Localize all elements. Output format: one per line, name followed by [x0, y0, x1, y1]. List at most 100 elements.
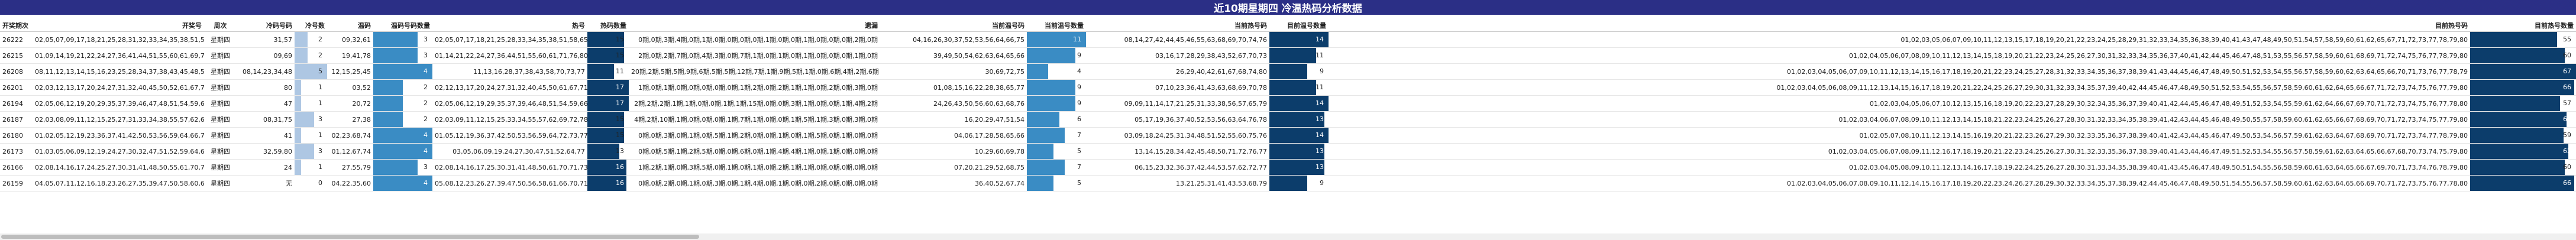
target-warm-count-value: 11 — [1316, 83, 1324, 91]
period-cell: 26187 — [0, 111, 33, 128]
table-row[interactable]: 26173 01,03,05,06,09,12,19,24,27,30,32,4… — [0, 143, 2576, 160]
cold-nums-cell: 09,69 — [237, 47, 295, 64]
col-header[interactable]: 当前温号码 — [880, 20, 1027, 32]
cur-warm-count-value: 7 — [1077, 163, 1081, 171]
cold-count-value: 1 — [318, 83, 322, 91]
period-cell: 26166 — [0, 159, 33, 176]
data-bar-fill — [1269, 144, 1324, 159]
data-bar-fill — [587, 32, 624, 47]
data-bar-fill — [373, 48, 418, 63]
col-header[interactable]: 目前温号数量 — [1269, 20, 1329, 32]
col-header[interactable]: 开奖期次 — [0, 20, 33, 32]
cur-warm-cell: 01,08,15,16,22,28,38,65,77 — [880, 79, 1027, 96]
cold-count-bar: 1 — [295, 79, 327, 96]
cold-nums-cell: 47 — [237, 95, 295, 112]
period-cell: 26208 — [0, 63, 33, 80]
cold-count-bar: 0 — [295, 175, 327, 192]
data-bar-fill — [587, 176, 626, 191]
data-bar-fill — [587, 128, 624, 143]
table-row[interactable]: 26166 02,08,14,16,17,24,25,27,30,31,41,4… — [0, 159, 2576, 176]
data-bar-fill — [2470, 112, 2567, 127]
data-bar-fill — [2470, 160, 2565, 175]
data-bar-fill — [373, 144, 432, 159]
cur-warm-count-bar: 9 — [1027, 47, 1086, 64]
warm-count-bar: 2 — [373, 95, 432, 112]
target-warm-count-bar: 9 — [1269, 175, 1329, 192]
target-hot-count-bar: 66 — [2470, 175, 2576, 192]
data-bar-fill — [587, 96, 629, 111]
cur-warm-count-bar: 7 — [1027, 159, 1086, 176]
target-warm-count-value: 14 — [1316, 131, 1324, 139]
col-header[interactable]: 冷号数 — [295, 20, 327, 32]
data-bar-fill — [1269, 32, 1329, 47]
target-hot-cell: 01,02,03,04,05,06,07,09,10,11,12,13,14,1… — [1329, 63, 2470, 80]
table-row[interactable]: 26194 02,05,06,12,19,20,29,35,37,39,46,4… — [0, 95, 2576, 112]
col-header[interactable]: 温码号码数量 — [373, 20, 432, 32]
numbers-cell: 01,03,05,06,09,12,19,24,27,30,32,47,51,5… — [33, 143, 204, 160]
target-warm-count-bar: 11 — [1269, 79, 1329, 96]
cold-count-value: 2 — [318, 35, 322, 43]
col-header[interactable]: 冷码号码 — [237, 20, 295, 32]
col-header[interactable]: 目前热号数量 — [2470, 20, 2576, 32]
table-row[interactable]: 26215 01,09,14,19,21,22,24,27,36,41,44,5… — [0, 47, 2576, 64]
col-header[interactable]: 当前热号码 — [1086, 20, 1269, 32]
warm-count-value: 4 — [424, 147, 428, 155]
table-header-row: 开奖期次 开奖号 周次 冷码号码 冷号数 温码 温码号码数量 热号 热码数量 遗… — [0, 20, 2576, 32]
target-hot-cell: 01,02,03,04,05,08,09,10,11,12,13,14,16,1… — [1329, 159, 2470, 176]
weekday-cell: 星期四 — [204, 95, 237, 112]
data-bar-fill — [373, 112, 403, 127]
data-bar-fill — [1027, 64, 1049, 79]
target-warm-count-value: 14 — [1316, 35, 1324, 43]
target-hot-cell: 01,02,04,05,06,07,08,09,10,11,12,13,14,1… — [1329, 47, 2470, 64]
data-bar-fill — [295, 96, 301, 111]
cur-warm-cell: 36,40,52,67,74 — [880, 175, 1027, 192]
weekday-cell: 星期四 — [204, 127, 237, 144]
hot-count-bar: 15 — [587, 111, 629, 128]
hot-cell: 11,13,16,28,37,38,43,58,70,73,77 — [432, 63, 587, 80]
col-header[interactable]: 目前热号码 — [1329, 20, 2470, 32]
numbers-cell: 01,02,05,12,19,23,36,37,41,42,50,53,56,5… — [33, 127, 204, 144]
table-row[interactable]: 26159 04,05,07,11,12,16,18,23,26,27,35,3… — [0, 175, 2576, 192]
warm-count-bar: 3 — [373, 159, 432, 176]
table-row[interactable]: 26222 02,05,07,09,17,18,21,25,28,31,32,3… — [0, 31, 2576, 48]
table-row[interactable]: 26201 02,03,12,13,17,20,24,27,31,32,40,4… — [0, 79, 2576, 96]
col-header[interactable]: 周次 — [204, 20, 237, 32]
data-bar-fill — [1269, 112, 1324, 127]
col-header[interactable]: 开奖号 — [33, 20, 204, 32]
cold-count-bar: 1 — [295, 127, 327, 144]
warm-count-value: 2 — [424, 83, 428, 91]
target-warm-count-bar: 14 — [1269, 31, 1329, 48]
cold-count-value: 5 — [318, 67, 322, 75]
cur-warm-count-bar: 9 — [1027, 79, 1086, 96]
miss-cell: 0期,0期,5期,1期,2期,5期,0期,0期,6期,0期,1期,4期,4期,1… — [629, 143, 880, 160]
warm-count-value: 3 — [424, 51, 428, 59]
col-header[interactable]: 热号 — [432, 20, 587, 32]
cur-hot-cell: 13,14,15,28,34,42,45,48,50,71,72,76,77 — [1086, 143, 1269, 160]
table-row[interactable]: 26180 01,02,05,12,19,23,36,37,41,42,50,5… — [0, 127, 2576, 144]
target-hot-cell: 01,02,05,07,08,10,11,12,13,14,15,16,19,2… — [1329, 127, 2470, 144]
target-hot-count-bar: 60 — [2470, 159, 2576, 176]
cold-nums-cell: 80 — [237, 79, 295, 96]
data-bar-fill — [587, 48, 624, 63]
table-row[interactable]: 26187 02,03,08,09,11,12,15,25,27,31,33,3… — [0, 111, 2576, 128]
col-header[interactable]: 遗漏 — [629, 20, 880, 32]
miss-cell: 0期,0期,3期,0期,1期,0期,5期,1期,2期,0期,0期,1期,0期,1… — [629, 127, 880, 144]
data-bar-fill — [1027, 112, 1059, 127]
col-header[interactable]: 当前温号数量 — [1027, 20, 1086, 32]
cold-nums-cell: 24 — [237, 159, 295, 176]
warm-count-value: 2 — [424, 99, 428, 107]
scrollbar-thumb[interactable] — [1, 235, 699, 239]
hot-count-value: 17 — [616, 83, 624, 91]
cur-warm-cell: 30,69,72,75 — [880, 63, 1027, 80]
data-bar-fill — [587, 112, 624, 127]
cur-hot-cell: 03,09,18,24,25,31,34,48,51,52,55,60,75,7… — [1086, 127, 1269, 144]
horizontal-scrollbar[interactable] — [0, 233, 2576, 240]
data-bar-fill — [587, 64, 615, 79]
data-bar-fill — [1027, 128, 1065, 143]
weekday-cell: 星期四 — [204, 47, 237, 64]
col-header[interactable]: 热码数量 — [587, 20, 629, 32]
target-warm-count-value: 13 — [1316, 163, 1324, 171]
table-row[interactable]: 26208 08,11,12,13,14,15,16,23,25,28,34,3… — [0, 63, 2576, 80]
miss-cell: 1期,0期,1期,0期,0期,0期,0期,0期,1期,2期,0期,2期,1期,1… — [629, 79, 880, 96]
col-header[interactable]: 温码 — [327, 20, 373, 32]
